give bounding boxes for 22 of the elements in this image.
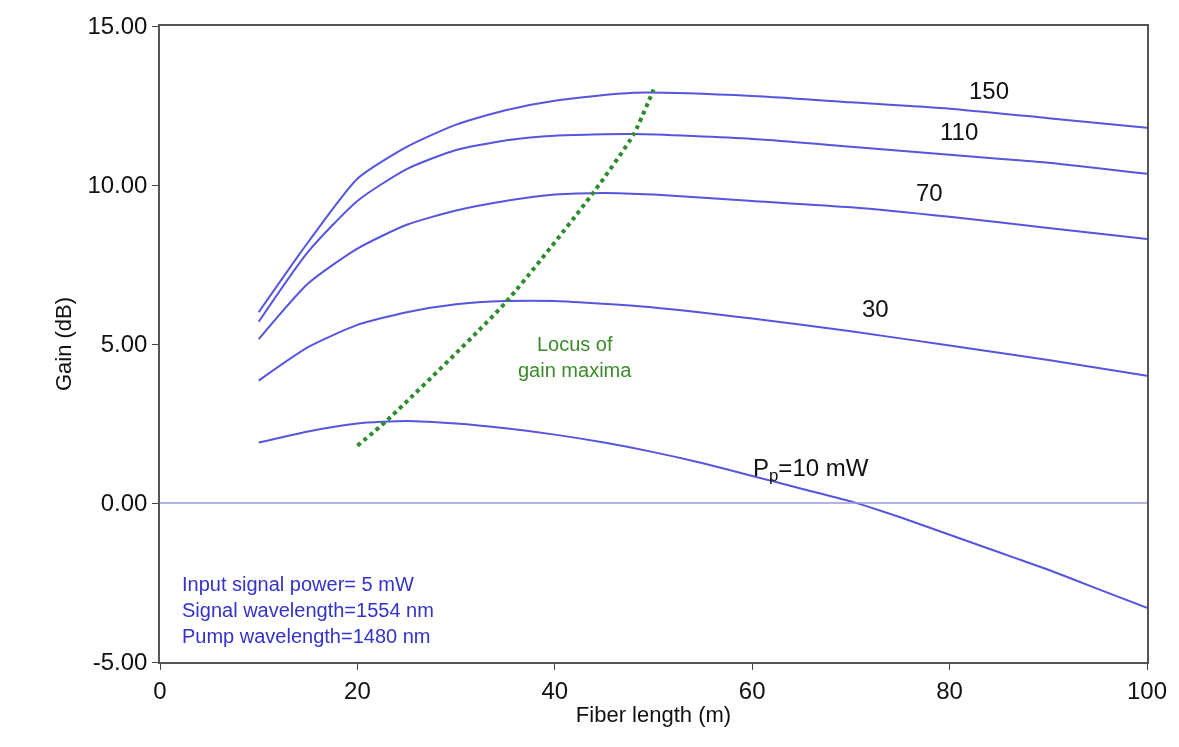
line-series (355, 87, 656, 448)
series-label: 150 (969, 77, 1010, 104)
x-tick-label: 60 (738, 676, 766, 704)
y-tick-label: 15.00 (87, 12, 148, 40)
line-series (257, 299, 1147, 382)
x-tick-label: 40 (541, 676, 569, 704)
x-tick-label: 100 (1126, 676, 1168, 704)
y-tick-label: 5.00 (100, 330, 148, 358)
y-tick-label: 0.00 (100, 489, 148, 517)
x-axis-title: Fiber length (m) (575, 701, 732, 727)
x-tick-label: 80 (936, 676, 963, 704)
series-label: 70 (916, 179, 943, 206)
y-tick-label: -5.00 (92, 648, 148, 676)
annotation: Locus of gain maxima (518, 333, 633, 381)
y-axis-title: Gain (dB) (50, 296, 76, 392)
x-tick-label: 20 (344, 676, 371, 704)
series-label: 110 (940, 118, 979, 145)
x-tick-label: 0 (153, 676, 167, 704)
annotation: Input signal power= 5 mW Signal wavelength=1554 nm Pump wavelength=1480 nm (182, 573, 434, 647)
y-tick-label: 10.00 (87, 171, 148, 199)
series-label: 30 (862, 295, 889, 322)
series-label: P$_{p}$=10 mW (753, 454, 869, 486)
